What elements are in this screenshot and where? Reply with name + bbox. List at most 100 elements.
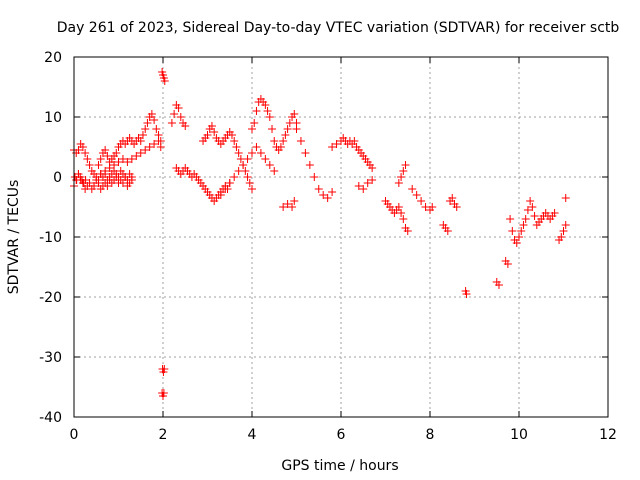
data-point bbox=[494, 281, 503, 289]
data-point bbox=[265, 113, 274, 121]
data-point bbox=[408, 185, 417, 193]
data-point bbox=[506, 215, 515, 223]
data-point bbox=[243, 173, 252, 181]
data-point bbox=[428, 203, 437, 211]
data-point bbox=[301, 149, 310, 157]
data-point bbox=[328, 188, 337, 196]
data-point bbox=[234, 149, 243, 157]
data-point bbox=[276, 143, 285, 151]
data-point bbox=[210, 128, 219, 136]
data-point bbox=[519, 221, 528, 229]
data-point bbox=[150, 116, 159, 124]
data-point bbox=[515, 233, 523, 241]
data-point bbox=[78, 143, 87, 151]
data-point bbox=[521, 215, 530, 223]
data-point bbox=[285, 119, 294, 127]
data-point bbox=[132, 152, 141, 160]
data-point bbox=[227, 131, 236, 139]
data-point bbox=[110, 161, 119, 169]
data-point bbox=[239, 161, 248, 169]
data-point bbox=[141, 146, 150, 154]
y-tick-label: -30 bbox=[39, 350, 62, 366]
data-point bbox=[167, 119, 176, 127]
data-point bbox=[252, 143, 261, 151]
data-point bbox=[145, 143, 154, 151]
data-point bbox=[123, 176, 132, 184]
data-point bbox=[216, 191, 225, 199]
data-point bbox=[314, 185, 323, 193]
data-point bbox=[296, 137, 305, 145]
data-point bbox=[248, 149, 256, 157]
data-point bbox=[508, 227, 517, 235]
data-point bbox=[305, 161, 314, 169]
data-point bbox=[292, 125, 301, 133]
data-point bbox=[127, 155, 136, 163]
data-point bbox=[290, 197, 299, 205]
data-point bbox=[127, 173, 136, 181]
data-point bbox=[512, 239, 521, 247]
data-point bbox=[250, 119, 259, 127]
data-point bbox=[236, 155, 245, 163]
data-point bbox=[90, 182, 99, 190]
data-point bbox=[96, 155, 105, 163]
chart-ticks: 0 2 4 6 8 10 12 -40 -30 -20 -10 0 10 20 bbox=[39, 50, 617, 443]
data-point bbox=[181, 122, 190, 130]
data-point bbox=[174, 104, 183, 112]
data-point bbox=[252, 107, 261, 115]
data-point bbox=[74, 146, 83, 154]
data-point bbox=[160, 77, 169, 85]
data-point bbox=[154, 137, 163, 145]
data-point bbox=[283, 125, 292, 133]
chart-title: Day 261 of 2023, Sidereal Day-to-day VTE… bbox=[57, 20, 620, 36]
y-tick-label: -40 bbox=[39, 410, 62, 426]
data-point bbox=[265, 161, 274, 169]
data-point bbox=[203, 131, 212, 139]
data-point bbox=[368, 176, 377, 184]
y-tick-label: 20 bbox=[44, 50, 62, 66]
data-point bbox=[245, 179, 254, 187]
data-point bbox=[141, 125, 150, 133]
data-point bbox=[170, 110, 179, 118]
data-point bbox=[152, 125, 161, 133]
data-point bbox=[118, 155, 127, 163]
data-point bbox=[207, 122, 216, 130]
data-point bbox=[394, 203, 403, 211]
data-point bbox=[448, 194, 457, 202]
data-point bbox=[401, 161, 410, 169]
data-point bbox=[397, 209, 406, 217]
data-point bbox=[270, 137, 279, 145]
data-point bbox=[359, 185, 368, 193]
x-tick-label: 8 bbox=[426, 427, 435, 443]
data-point bbox=[421, 203, 430, 211]
data-point bbox=[561, 194, 570, 202]
data-point bbox=[283, 200, 292, 208]
data-point bbox=[103, 152, 112, 160]
data-point bbox=[270, 167, 279, 175]
data-point bbox=[550, 209, 559, 217]
data-point bbox=[323, 194, 332, 202]
data-point bbox=[150, 140, 159, 148]
data-point bbox=[394, 179, 403, 187]
data-point bbox=[234, 167, 243, 175]
y-tick-label: 10 bbox=[44, 110, 62, 126]
data-point bbox=[263, 107, 272, 115]
data-point bbox=[81, 149, 90, 157]
data-point bbox=[290, 110, 299, 118]
data-point bbox=[530, 212, 539, 220]
x-tick-label: 10 bbox=[510, 427, 528, 443]
data-point bbox=[561, 221, 570, 229]
data-point bbox=[81, 176, 90, 184]
data-point bbox=[112, 149, 121, 157]
data-point bbox=[85, 161, 94, 169]
x-tick-label: 6 bbox=[337, 427, 346, 443]
x-axis-label: GPS time / hours bbox=[281, 458, 398, 474]
data-point bbox=[523, 206, 532, 214]
data-point bbox=[94, 161, 103, 169]
data-point bbox=[230, 173, 239, 181]
data-point bbox=[101, 167, 110, 175]
data-point bbox=[279, 137, 288, 145]
data-point bbox=[105, 164, 114, 172]
data-point bbox=[354, 182, 363, 190]
data-point bbox=[452, 203, 461, 211]
